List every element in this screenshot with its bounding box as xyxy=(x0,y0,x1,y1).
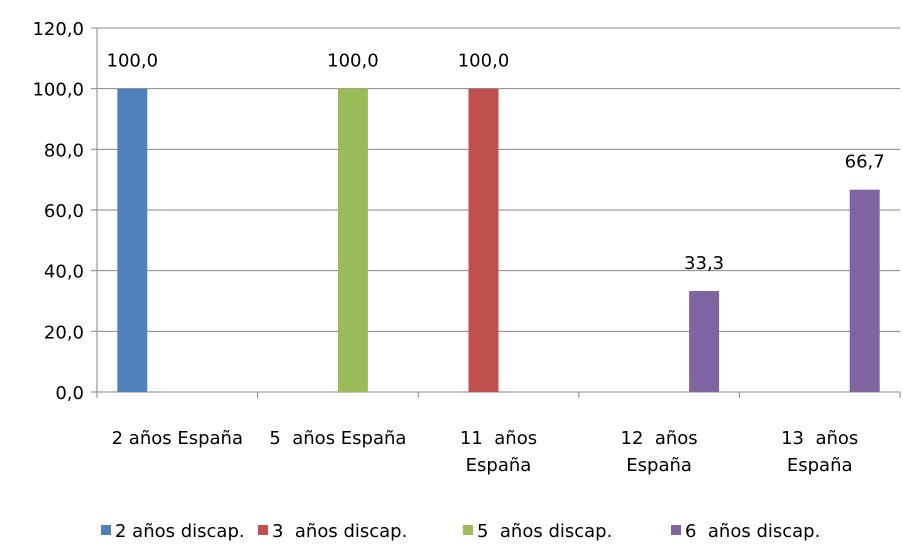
legend-label: 5 años discap. xyxy=(477,521,612,542)
legend-swatch xyxy=(463,525,473,535)
x-tick-label: 13 años España xyxy=(781,428,858,476)
y-tick-label: 20,0 xyxy=(44,322,84,343)
x-tick-label-line: España xyxy=(466,455,532,476)
bar xyxy=(468,88,499,393)
legend-swatch xyxy=(101,525,111,535)
x-tick-label-line: 11 años xyxy=(460,428,537,449)
x-tick-label: 11 años España xyxy=(460,428,537,476)
x-tick-label-line: 12 años xyxy=(621,428,698,449)
bar xyxy=(117,88,148,393)
legend-swatch xyxy=(671,525,681,535)
legend-swatch xyxy=(258,525,268,535)
legend-label: 3 años discap. xyxy=(272,521,407,542)
y-tick-label: 0,0 xyxy=(55,383,84,404)
x-tick-label-line: 13 años xyxy=(781,428,858,449)
bar xyxy=(337,88,368,393)
bar xyxy=(689,290,720,392)
y-tick-label: 100,0 xyxy=(32,80,84,101)
y-tick-label: 40,0 xyxy=(44,262,84,283)
legend-label: 6 años discap. xyxy=(685,521,820,542)
data-label: 100,0 xyxy=(327,51,379,72)
x-tick-label: 2 años España xyxy=(112,428,243,449)
x-tick-label-line: España xyxy=(787,455,853,476)
y-tick-label: 80,0 xyxy=(44,140,84,161)
x-tick-label: 12 años España xyxy=(621,428,698,476)
data-label: 100,0 xyxy=(458,51,510,72)
y-tick-label: 120,0 xyxy=(32,19,84,40)
y-tick-label: 60,0 xyxy=(44,201,84,222)
legend-label: 2 años discap. xyxy=(115,521,245,542)
x-tick-label-line: España xyxy=(626,455,692,476)
data-label: 33,3 xyxy=(684,253,724,274)
bar xyxy=(849,189,880,392)
data-label: 66,7 xyxy=(845,152,885,173)
data-label: 100,0 xyxy=(107,51,159,72)
x-tick-label: 5 años España xyxy=(269,428,406,449)
